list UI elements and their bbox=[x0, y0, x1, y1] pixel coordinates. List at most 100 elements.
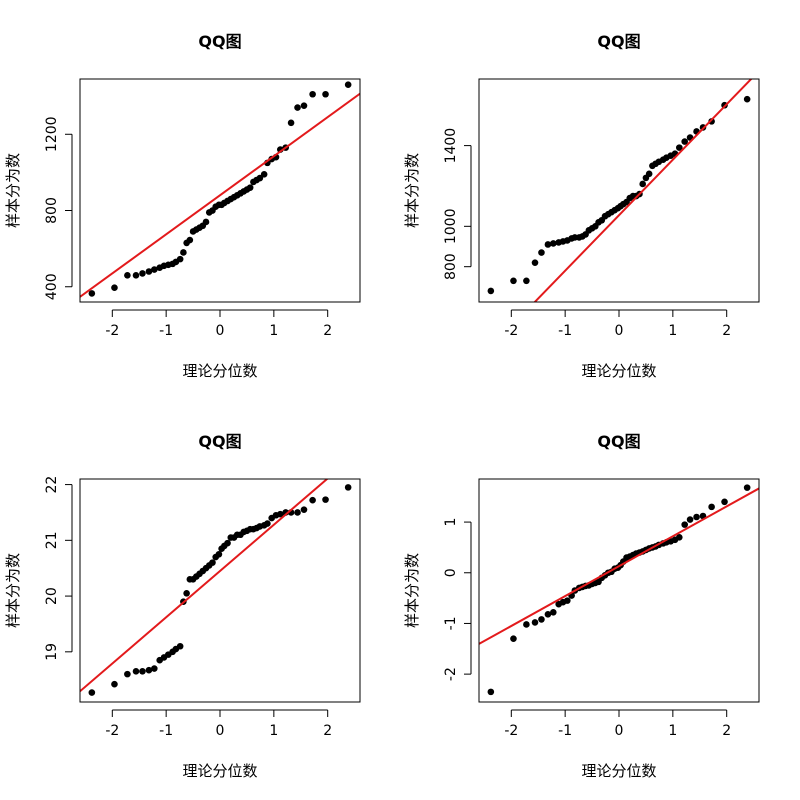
data-point bbox=[176, 642, 184, 650]
plot-frame bbox=[478, 78, 760, 303]
data-point bbox=[681, 138, 688, 145]
y-axis-label: 样本分为数 bbox=[4, 553, 22, 628]
y-tick-label: 19 bbox=[44, 643, 60, 661]
data-point bbox=[186, 236, 194, 244]
data-point bbox=[294, 104, 301, 111]
data-point bbox=[550, 608, 557, 616]
y-tick-label: 21 bbox=[44, 531, 60, 549]
chart-title: QQ图 bbox=[198, 432, 241, 451]
y-tick-label: 20 bbox=[44, 587, 60, 605]
y-tick-label: 0 bbox=[443, 568, 459, 577]
x-tick-label: 1 bbox=[668, 323, 677, 339]
data-point bbox=[294, 509, 301, 516]
x-tick-label: 0 bbox=[615, 723, 624, 739]
data-point bbox=[209, 559, 216, 566]
data-point bbox=[124, 272, 131, 279]
data-point bbox=[344, 81, 352, 89]
data-point bbox=[300, 102, 308, 109]
data-point bbox=[111, 284, 118, 292]
x-tick-label: 1 bbox=[269, 723, 278, 739]
data-point bbox=[322, 496, 329, 503]
chart-title: QQ图 bbox=[597, 432, 640, 451]
data-point bbox=[322, 90, 329, 98]
data-point bbox=[487, 287, 495, 295]
x-tick-label: 0 bbox=[615, 323, 624, 339]
data-point bbox=[523, 621, 530, 628]
reference-line bbox=[479, 487, 759, 645]
data-point bbox=[693, 513, 700, 521]
data-point bbox=[124, 670, 131, 678]
data-point bbox=[309, 496, 316, 504]
data-point bbox=[215, 550, 223, 558]
data-point bbox=[300, 506, 308, 513]
data-point bbox=[510, 277, 517, 285]
data-point bbox=[224, 539, 231, 547]
data-point bbox=[132, 272, 140, 279]
y-tick-label: 1200 bbox=[44, 116, 60, 152]
y-tick-label: 1 bbox=[443, 518, 459, 527]
data-point bbox=[544, 241, 552, 248]
data-point bbox=[151, 266, 158, 273]
x-tick-label: -1 bbox=[159, 723, 173, 739]
data-point bbox=[510, 635, 517, 642]
data-point bbox=[721, 498, 728, 506]
data-point bbox=[145, 666, 153, 674]
y-tick-label: 800 bbox=[44, 197, 60, 224]
x-tick-label: 2 bbox=[323, 323, 332, 339]
data-point bbox=[531, 619, 539, 626]
x-tick-label: -2 bbox=[504, 323, 518, 339]
data-point bbox=[139, 668, 146, 675]
x-tick-label: -1 bbox=[159, 323, 173, 339]
y-axis-label: 样本分为数 bbox=[403, 153, 421, 228]
data-point bbox=[145, 268, 153, 275]
x-axis-label: 理论分位数 bbox=[182, 362, 257, 380]
data-point bbox=[246, 184, 254, 191]
data-point bbox=[151, 665, 158, 672]
data-point bbox=[743, 95, 751, 103]
data-point bbox=[202, 218, 210, 226]
x-tick-label: 1 bbox=[269, 323, 278, 339]
data-point bbox=[523, 277, 530, 285]
data-point bbox=[180, 249, 187, 256]
data-point bbox=[260, 170, 268, 178]
plot-frame bbox=[79, 478, 361, 703]
data-point bbox=[132, 668, 140, 675]
plot-frame bbox=[79, 78, 361, 303]
x-tick-label: -2 bbox=[504, 723, 518, 739]
data-point bbox=[686, 516, 694, 523]
data-point bbox=[708, 503, 715, 511]
data-point bbox=[183, 589, 190, 597]
x-tick-label: -2 bbox=[105, 723, 119, 739]
data-point bbox=[287, 119, 295, 127]
x-axis-label: 理论分位数 bbox=[182, 762, 257, 780]
x-tick-label: 2 bbox=[323, 723, 332, 739]
data-point bbox=[564, 597, 571, 604]
y-tick-label: -2 bbox=[443, 667, 459, 681]
y-tick-label: -1 bbox=[443, 616, 459, 630]
data-point bbox=[676, 533, 683, 541]
data-point bbox=[681, 521, 688, 528]
data-point bbox=[88, 689, 96, 696]
data-point bbox=[708, 118, 715, 125]
x-tick-label: 0 bbox=[216, 723, 225, 739]
data-point bbox=[544, 611, 552, 618]
data-point bbox=[538, 616, 545, 623]
data-point bbox=[639, 180, 646, 188]
plot-frame bbox=[478, 478, 760, 703]
data-point bbox=[277, 510, 284, 518]
chart-title: QQ图 bbox=[198, 32, 241, 51]
x-tick-label: -1 bbox=[558, 723, 572, 739]
y-axis-label: 样本分为数 bbox=[4, 153, 22, 228]
x-axis-label: 理论分位数 bbox=[581, 362, 656, 380]
x-tick-label: -2 bbox=[105, 323, 119, 339]
y-tick-label: 22 bbox=[44, 476, 60, 494]
data-point bbox=[743, 484, 751, 491]
y-axis-label: 样本分为数 bbox=[403, 553, 421, 628]
data-point bbox=[344, 484, 352, 491]
data-point bbox=[139, 270, 146, 277]
